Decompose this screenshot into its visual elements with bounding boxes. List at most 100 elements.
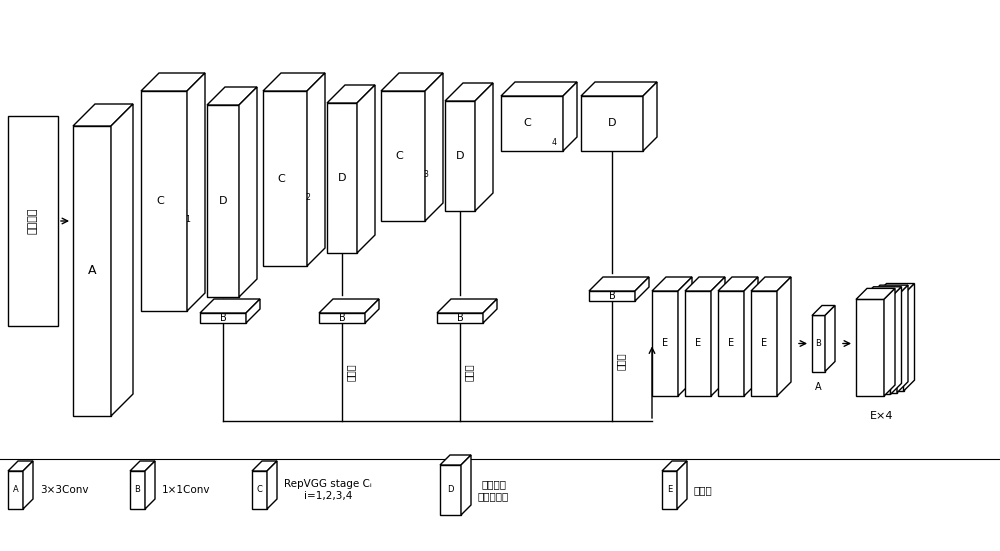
Text: 上采样: 上采样	[464, 363, 474, 381]
Polygon shape	[744, 277, 758, 396]
Polygon shape	[904, 284, 914, 391]
Text: 4: 4	[551, 138, 556, 147]
Text: 上采样: 上采样	[346, 363, 356, 381]
Polygon shape	[662, 471, 677, 509]
Polygon shape	[307, 73, 325, 266]
Polygon shape	[8, 471, 23, 509]
Polygon shape	[812, 316, 825, 371]
Text: E: E	[695, 338, 701, 348]
Text: C: C	[278, 174, 285, 183]
Polygon shape	[890, 287, 901, 395]
Polygon shape	[357, 85, 375, 253]
Polygon shape	[187, 73, 205, 311]
Polygon shape	[677, 461, 687, 509]
Text: 1: 1	[185, 215, 190, 224]
Polygon shape	[652, 277, 692, 291]
Polygon shape	[563, 82, 577, 151]
Text: 1×1Conv: 1×1Conv	[162, 485, 210, 495]
Polygon shape	[589, 277, 649, 291]
Text: 特征提取
注意力机制: 特征提取 注意力机制	[478, 479, 509, 501]
Polygon shape	[381, 91, 425, 221]
Polygon shape	[365, 299, 379, 323]
Polygon shape	[685, 291, 711, 396]
Text: 3: 3	[424, 170, 429, 180]
Polygon shape	[319, 313, 365, 323]
Polygon shape	[73, 104, 133, 126]
Polygon shape	[8, 461, 33, 471]
Polygon shape	[685, 277, 725, 291]
Polygon shape	[718, 291, 744, 396]
Text: A: A	[88, 264, 96, 278]
Polygon shape	[652, 291, 678, 396]
Polygon shape	[141, 91, 187, 311]
Text: C: C	[156, 196, 164, 206]
Text: 2: 2	[306, 193, 311, 202]
Text: A: A	[815, 381, 822, 392]
Polygon shape	[440, 465, 461, 515]
Polygon shape	[267, 461, 277, 509]
Polygon shape	[862, 298, 890, 395]
Polygon shape	[425, 73, 443, 221]
Polygon shape	[252, 461, 277, 471]
Polygon shape	[501, 96, 563, 151]
Polygon shape	[581, 96, 643, 151]
Text: 特征图: 特征图	[694, 485, 713, 495]
Polygon shape	[207, 105, 239, 297]
Polygon shape	[73, 126, 111, 416]
Polygon shape	[437, 299, 497, 313]
Polygon shape	[856, 299, 884, 396]
Text: 上采样: 上采样	[616, 352, 626, 370]
Polygon shape	[876, 295, 904, 391]
Text: B: B	[457, 313, 463, 323]
Text: E: E	[662, 338, 668, 348]
Polygon shape	[475, 83, 493, 211]
Polygon shape	[718, 277, 758, 291]
Polygon shape	[130, 461, 155, 471]
Polygon shape	[327, 103, 357, 253]
Text: B: B	[816, 339, 821, 348]
Text: A: A	[13, 485, 18, 494]
Polygon shape	[825, 305, 835, 371]
Text: C: C	[523, 118, 531, 128]
Polygon shape	[445, 101, 475, 211]
Polygon shape	[897, 285, 908, 393]
Text: B: B	[609, 291, 615, 301]
Polygon shape	[662, 461, 687, 471]
Bar	[8, 116, 58, 326]
Polygon shape	[751, 277, 791, 291]
Polygon shape	[440, 455, 471, 465]
Text: 输入图像: 输入图像	[28, 208, 38, 234]
Polygon shape	[263, 73, 325, 91]
Polygon shape	[589, 291, 635, 301]
Text: D: D	[338, 173, 346, 183]
Polygon shape	[869, 285, 908, 296]
Text: E: E	[761, 338, 767, 348]
Polygon shape	[246, 299, 260, 323]
Polygon shape	[643, 82, 657, 151]
Text: D: D	[447, 485, 454, 494]
Polygon shape	[751, 291, 777, 396]
Polygon shape	[327, 85, 375, 103]
Text: B: B	[135, 485, 140, 494]
Polygon shape	[869, 296, 897, 393]
Text: C: C	[257, 485, 262, 494]
Polygon shape	[145, 461, 155, 509]
Polygon shape	[23, 461, 33, 509]
Text: 3×3Conv: 3×3Conv	[40, 485, 88, 495]
Polygon shape	[130, 471, 145, 509]
Polygon shape	[239, 87, 257, 297]
Text: D: D	[219, 196, 227, 206]
Polygon shape	[483, 299, 497, 323]
Text: B: B	[339, 313, 345, 323]
Polygon shape	[862, 287, 901, 298]
Polygon shape	[141, 73, 205, 91]
Polygon shape	[437, 313, 483, 323]
Polygon shape	[200, 299, 260, 313]
Text: RepVGG stage Cᵢ
i=1,2,3,4: RepVGG stage Cᵢ i=1,2,3,4	[284, 479, 372, 501]
Polygon shape	[319, 299, 379, 313]
Text: C: C	[396, 151, 403, 161]
Polygon shape	[678, 277, 692, 396]
Text: E: E	[728, 338, 734, 348]
Polygon shape	[461, 455, 471, 515]
Text: E×4: E×4	[870, 411, 894, 421]
